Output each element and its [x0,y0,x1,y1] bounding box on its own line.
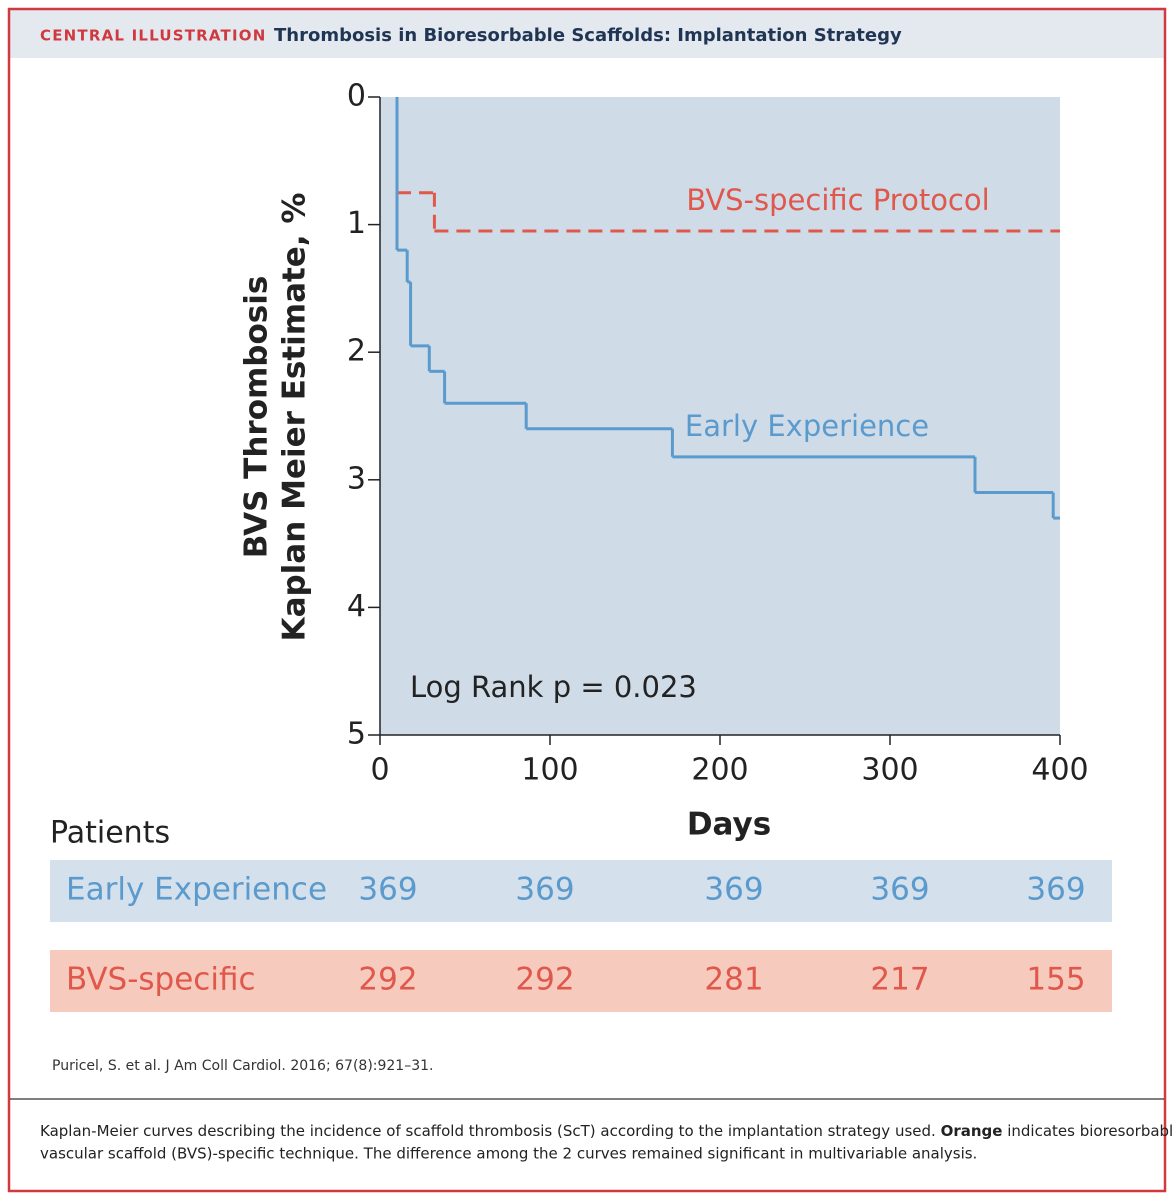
x-tick-label: 300 [861,753,918,788]
y-tick-label: 2 [347,334,366,369]
row-label: Early Experience [66,872,327,908]
header-title: Thrombosis in Bioresorbable Scaffolds: I… [274,25,902,46]
row-value: 369 [358,872,417,908]
frame [7,7,1167,1193]
header-band [10,10,1164,58]
row-label: BVS-specific [66,962,256,998]
series-label: Early Experience [685,409,929,443]
caption-line: vascular scaffold (BVS)-specific techniq… [40,1145,977,1163]
row-value: 155 [1026,962,1085,998]
series-label: BVS-specific Protocol [686,183,989,217]
caption-text: indicates bioresorbable [1007,1122,1174,1140]
x-axis-label: Days [687,807,771,843]
x-tick-label: 200 [691,753,748,788]
row-value: 369 [870,872,929,908]
row-value: 281 [704,962,763,998]
row-value: 292 [358,962,417,998]
plot-background [380,97,1060,735]
row-value: 217 [870,962,929,998]
y-tick-label: 0 [347,79,366,114]
row-value: 369 [1026,872,1085,908]
caption-bold: Orange [941,1122,1003,1140]
y-tick-label: 4 [347,589,366,624]
caption-text: Kaplan-Meier curves describing the incid… [40,1122,936,1140]
y-tick-label: 1 [347,206,366,241]
row-value: 369 [515,872,574,908]
table-title: Patients [50,816,170,851]
table-row [50,950,1112,1012]
x-tick-label: 400 [1031,753,1088,788]
y-axis-label: BVS Thrombosis [239,276,275,559]
citation: Puricel, S. et al. J Am Coll Cardiol. 20… [52,1058,433,1074]
x-tick-label: 0 [370,753,389,788]
caption: Kaplan-Meier curves describing the incid… [40,1122,1174,1140]
y-tick-label: 5 [347,717,366,752]
annotation: Log Rank p = 0.023 [410,670,697,704]
table-row [50,860,1112,922]
row-value: 369 [704,872,763,908]
y-axis-label: Kaplan Meier Estimate, % [277,193,313,642]
row-value: 292 [515,962,574,998]
header-label: CENTRAL ILLUSTRATION [40,27,266,45]
x-tick-label: 100 [521,753,578,788]
y-tick-label: 3 [347,461,366,496]
